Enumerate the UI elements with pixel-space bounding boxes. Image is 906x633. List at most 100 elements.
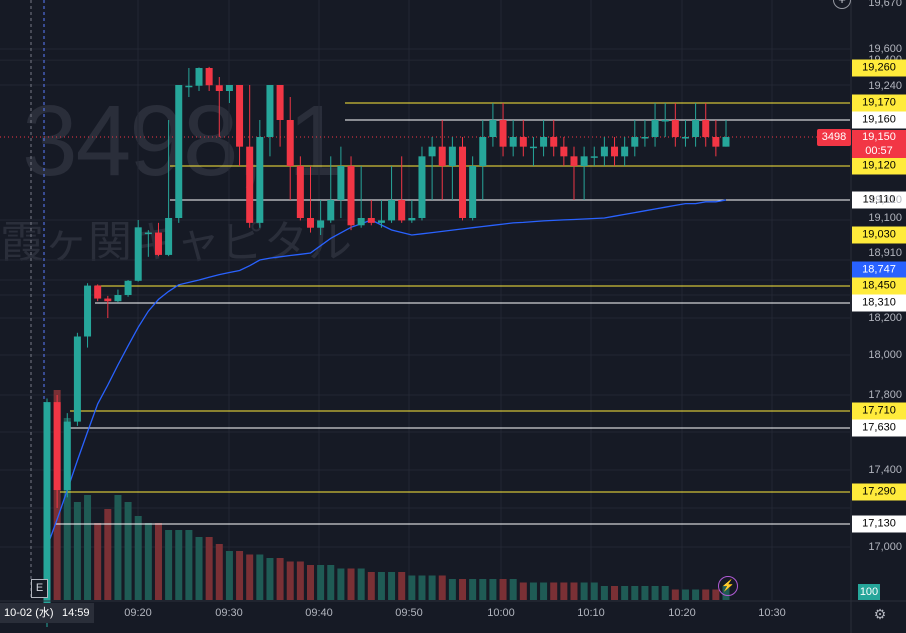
date-label: 10-02 (水) bbox=[0, 603, 58, 623]
candle-body-39 bbox=[438, 146, 446, 166]
candle-body-1 bbox=[53, 402, 61, 490]
volume-bar-52 bbox=[570, 582, 578, 600]
candle-body-58 bbox=[631, 137, 639, 147]
volume-bar-44 bbox=[489, 579, 497, 600]
candle-body-20 bbox=[246, 146, 254, 223]
volume-bar-9 bbox=[134, 516, 142, 600]
candle-body-51 bbox=[560, 146, 568, 157]
price-level-label: 19,030 bbox=[852, 226, 906, 244]
price-level-label: 19,160 bbox=[852, 111, 906, 129]
volume-bar-64 bbox=[692, 589, 700, 600]
volume-bar-6 bbox=[104, 509, 112, 600]
volume-bar-16 bbox=[205, 537, 213, 600]
candle-body-63 bbox=[681, 137, 689, 139]
candle-body-56 bbox=[611, 146, 619, 157]
volume-bar-27 bbox=[317, 565, 325, 600]
price-level-label: 19,240 bbox=[868, 80, 902, 92]
x-tick-label: 10:00 bbox=[487, 607, 515, 619]
y-tick-label: 19,600 bbox=[868, 43, 902, 55]
bar-countdown: 00:57 bbox=[865, 145, 893, 157]
volume-bar-62 bbox=[671, 589, 679, 600]
candle-body-44 bbox=[489, 120, 497, 137]
candle-body-14 bbox=[185, 85, 193, 88]
volume-bar-51 bbox=[560, 582, 568, 600]
volume-bar-30 bbox=[347, 568, 355, 600]
candle-body-13 bbox=[175, 85, 183, 218]
candle-body-45 bbox=[499, 120, 507, 147]
candle-body-21 bbox=[256, 137, 264, 223]
x-tick-label: 09:20 bbox=[124, 607, 152, 619]
price-level-label: 19,110 bbox=[869, 194, 902, 206]
volume-bar-61 bbox=[661, 586, 669, 600]
candle-body-36 bbox=[408, 218, 416, 221]
x-tick-label: 09:40 bbox=[305, 607, 333, 619]
volume-bar-3 bbox=[73, 502, 81, 600]
volume-bar-37 bbox=[418, 575, 426, 600]
candle-body-64 bbox=[692, 120, 700, 137]
volume-bar-59 bbox=[641, 586, 649, 600]
candle-body-5 bbox=[94, 285, 102, 299]
candle-body-27 bbox=[317, 220, 325, 228]
volume-bar-33 bbox=[377, 572, 385, 600]
volume-bar-23 bbox=[276, 558, 284, 600]
volume-bar-36 bbox=[408, 575, 416, 600]
candle-body-28 bbox=[327, 200, 335, 221]
candle-body-66 bbox=[712, 137, 720, 147]
candle-body-43 bbox=[479, 137, 487, 166]
y-tick-label: 18,000 bbox=[868, 349, 902, 361]
candle-body-49 bbox=[540, 137, 548, 147]
candle-body-32 bbox=[367, 218, 375, 223]
y-tick-top: 19,670 bbox=[868, 0, 902, 9]
volume-bar-17 bbox=[215, 544, 223, 600]
candle-body-40 bbox=[448, 146, 456, 166]
candle-body-60 bbox=[651, 120, 659, 137]
candle-body-15 bbox=[195, 68, 203, 86]
candle-body-17 bbox=[215, 85, 223, 91]
volume-bar-42 bbox=[469, 579, 477, 600]
volume-bar-46 bbox=[509, 579, 517, 600]
price-level-label: 18,310 bbox=[852, 294, 906, 312]
volume-bar-63 bbox=[681, 589, 689, 600]
candle-body-24 bbox=[286, 120, 294, 166]
volume-bar-56 bbox=[611, 586, 619, 600]
price-level-label: 18,450 bbox=[852, 277, 906, 295]
volume-bar-20 bbox=[246, 554, 254, 600]
y-tick-label: 17,800 bbox=[868, 389, 902, 401]
candle-body-59 bbox=[641, 137, 649, 139]
candle-body-46 bbox=[509, 137, 517, 147]
candle-body-0 bbox=[43, 402, 51, 603]
volume-bar-54 bbox=[590, 582, 598, 600]
volume-bar-38 bbox=[428, 575, 436, 600]
candle-body-42 bbox=[469, 166, 477, 218]
candle-body-57 bbox=[621, 146, 629, 157]
volume-bar-5 bbox=[94, 523, 102, 600]
settings-gear-icon[interactable]: ⚙ bbox=[873, 606, 887, 622]
volume-bar-13 bbox=[175, 530, 183, 600]
price-level-label: 17,710 bbox=[852, 402, 906, 420]
volume-bar-57 bbox=[621, 586, 629, 600]
candle-body-9 bbox=[134, 227, 142, 281]
volume-bar-29 bbox=[337, 568, 345, 600]
volume-bar-22 bbox=[266, 558, 274, 600]
volume-bar-34 bbox=[388, 572, 396, 600]
candle-body-10 bbox=[144, 232, 152, 235]
candle-body-52 bbox=[570, 156, 578, 166]
volume-bar-11 bbox=[154, 523, 162, 600]
price-level-label: 19,120 bbox=[852, 157, 906, 175]
candle-body-8 bbox=[124, 280, 132, 295]
volume-bar-14 bbox=[185, 530, 193, 600]
earnings-marker[interactable]: E bbox=[31, 579, 48, 598]
flash-alert-icon[interactable]: ⚡ bbox=[718, 576, 738, 596]
candle-body-6 bbox=[104, 298, 112, 302]
candle-body-54 bbox=[590, 156, 598, 158]
volume-bar-15 bbox=[195, 537, 203, 600]
candle-body-67 bbox=[722, 137, 730, 147]
volume-bar-35 bbox=[398, 572, 406, 600]
volume-bar-21 bbox=[256, 554, 264, 600]
volume-bar-48 bbox=[529, 582, 537, 600]
candle-body-55 bbox=[600, 146, 608, 157]
x-tick-label: 10:20 bbox=[668, 607, 696, 619]
candle-body-38 bbox=[428, 146, 436, 157]
candle-body-53 bbox=[580, 156, 588, 166]
